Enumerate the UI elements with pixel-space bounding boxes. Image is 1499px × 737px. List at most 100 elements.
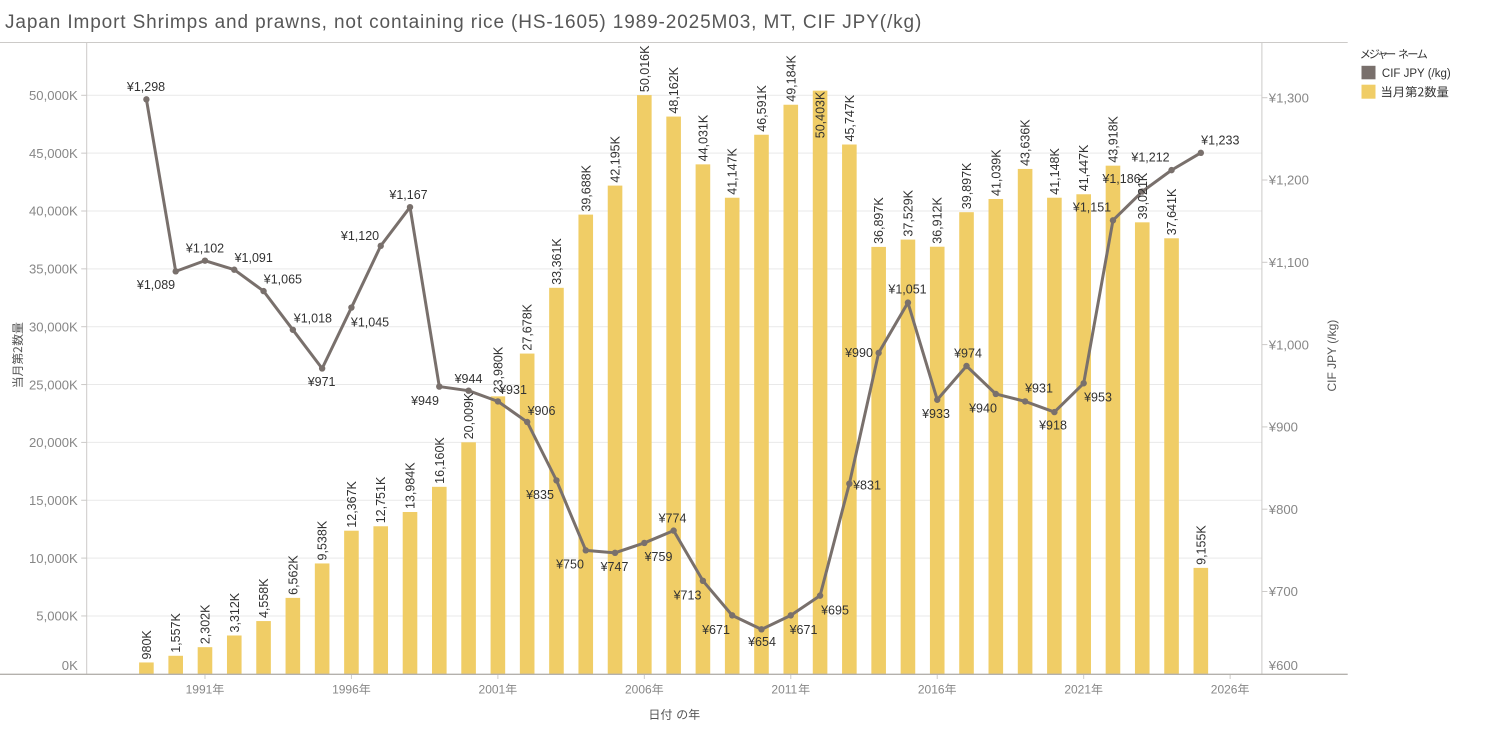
svg-text:¥990: ¥990 [844,346,873,360]
svg-text:4,558K: 4,558K [257,578,271,618]
svg-text:¥931: ¥931 [498,383,527,397]
svg-text:CIF JPY (/kg): CIF JPY (/kg) [1325,320,1339,392]
svg-text:¥1,100: ¥1,100 [1268,255,1309,270]
svg-text:30,000K: 30,000K [29,319,78,334]
svg-text:9,155K: 9,155K [1194,525,1208,565]
svg-text:¥1,300: ¥1,300 [1268,90,1309,105]
svg-text:37,641K: 37,641K [1165,188,1179,235]
svg-text:27,678K: 27,678K [521,303,535,350]
svg-text:¥971: ¥971 [307,375,336,389]
svg-text:1,557K: 1,557K [169,613,183,653]
svg-text:50,403K: 50,403K [814,91,828,138]
svg-text:23,980K: 23,980K [491,346,505,393]
svg-text:36,912K: 36,912K [931,196,945,243]
svg-text:39,021K: 39,021K [1136,172,1150,219]
svg-text:50,000K: 50,000K [29,88,78,103]
svg-text:2016: 2016 [918,683,945,697]
svg-text:¥774: ¥774 [658,512,687,526]
svg-text:¥1,200: ¥1,200 [1268,173,1309,188]
svg-text:33,361K: 33,361K [550,238,564,285]
svg-text:¥1,051: ¥1,051 [887,283,926,297]
svg-text:¥1,089: ¥1,089 [136,278,175,292]
svg-text:5,000K: 5,000K [36,609,78,624]
svg-text:10,000K: 10,000K [29,551,78,566]
svg-text:¥906: ¥906 [527,404,556,418]
svg-text:¥1,102: ¥1,102 [185,241,224,255]
svg-text:43,918K: 43,918K [1106,115,1120,162]
svg-text:¥940: ¥940 [968,402,997,416]
svg-text:¥953: ¥953 [1083,391,1112,405]
svg-text:¥747: ¥747 [600,560,629,574]
svg-text:¥1,065: ¥1,065 [263,273,302,287]
svg-text:2026: 2026 [1211,683,1238,697]
svg-text:45,000K: 45,000K [29,146,78,161]
svg-text:¥900: ¥900 [1268,420,1298,435]
svg-text:¥700: ¥700 [1268,584,1298,599]
svg-text:¥835: ¥835 [525,488,554,502]
svg-text:35,000K: 35,000K [29,262,78,277]
svg-text:¥1,167: ¥1,167 [388,188,427,202]
svg-text:¥831: ¥831 [852,479,881,493]
svg-text:¥944: ¥944 [454,372,483,386]
svg-text:43,636K: 43,636K [1019,119,1033,166]
svg-text:25,000K: 25,000K [29,377,78,392]
svg-text:48,162K: 48,162K [667,66,681,113]
svg-text:1996: 1996 [332,683,359,697]
svg-text:41,447K: 41,447K [1077,144,1091,191]
svg-text:0K: 0K [62,658,78,673]
svg-text:12,367K: 12,367K [345,480,359,527]
svg-text:42,195K: 42,195K [609,135,623,182]
svg-text:¥931: ¥931 [1024,382,1053,396]
svg-text:¥1,045: ¥1,045 [350,316,389,330]
svg-text:2021: 2021 [1064,683,1091,697]
svg-text:¥1,212: ¥1,212 [1130,151,1169,165]
svg-text:15,000K: 15,000K [29,493,78,508]
svg-text:2011: 2011 [771,683,797,697]
svg-text:¥974: ¥974 [953,347,982,361]
svg-text:¥1,120: ¥1,120 [340,229,379,243]
svg-text:50,016K: 50,016K [638,45,652,92]
svg-text:41,148K: 41,148K [1048,147,1062,194]
svg-text:39,688K: 39,688K [579,164,593,211]
svg-text:1991: 1991 [186,683,213,697]
svg-text:9,538K: 9,538K [316,520,330,560]
svg-text:¥1,186: ¥1,186 [1101,172,1140,186]
svg-text:¥695: ¥695 [820,604,849,618]
svg-text:CIF JPY (/kg): CIF JPY (/kg) [1382,68,1451,80]
svg-text:¥918: ¥918 [1038,419,1067,433]
svg-text:¥800: ¥800 [1268,502,1298,517]
svg-text:¥600: ¥600 [1268,658,1298,673]
svg-text:¥750: ¥750 [555,558,584,572]
svg-text:37,529K: 37,529K [901,189,915,236]
svg-text:¥654: ¥654 [747,635,776,649]
svg-text:12,751K: 12,751K [374,476,388,523]
svg-text:45,747K: 45,747K [843,94,857,141]
svg-text:2001: 2001 [479,683,506,697]
svg-text:20,000K: 20,000K [29,435,78,450]
svg-text:¥1,233: ¥1,233 [1200,134,1239,148]
svg-text:980K: 980K [140,630,154,660]
svg-text:¥671: ¥671 [789,623,818,637]
svg-text:¥1,151: ¥1,151 [1072,201,1111,215]
svg-text:6,562K: 6,562K [286,555,300,595]
svg-text:¥949: ¥949 [410,394,439,408]
svg-text:¥1,000: ¥1,000 [1268,337,1309,352]
svg-text:49,184K: 49,184K [784,55,798,102]
svg-text:¥1,298: ¥1,298 [126,80,165,94]
svg-text:20,009K: 20,009K [462,392,476,439]
svg-text:2,302K: 2,302K [198,604,212,644]
svg-text:2006: 2006 [625,683,652,697]
svg-text:¥1,091: ¥1,091 [234,251,273,265]
svg-text:¥933: ¥933 [921,407,950,421]
svg-text:16,160K: 16,160K [433,437,447,484]
svg-text:¥713: ¥713 [673,589,702,603]
svg-text:13,984K: 13,984K [404,462,418,509]
svg-text:46,591K: 46,591K [755,85,769,132]
svg-text:36,897K: 36,897K [872,197,886,244]
svg-text:Japan Import Shrimps and prawn: Japan Import Shrimps and prawns, not con… [5,12,922,33]
svg-text:41,147K: 41,147K [726,147,740,194]
svg-text:41,039K: 41,039K [989,149,1003,196]
svg-text:44,031K: 44,031K [696,114,710,161]
svg-text:39,897K: 39,897K [960,162,974,209]
svg-text:40,000K: 40,000K [29,204,78,219]
